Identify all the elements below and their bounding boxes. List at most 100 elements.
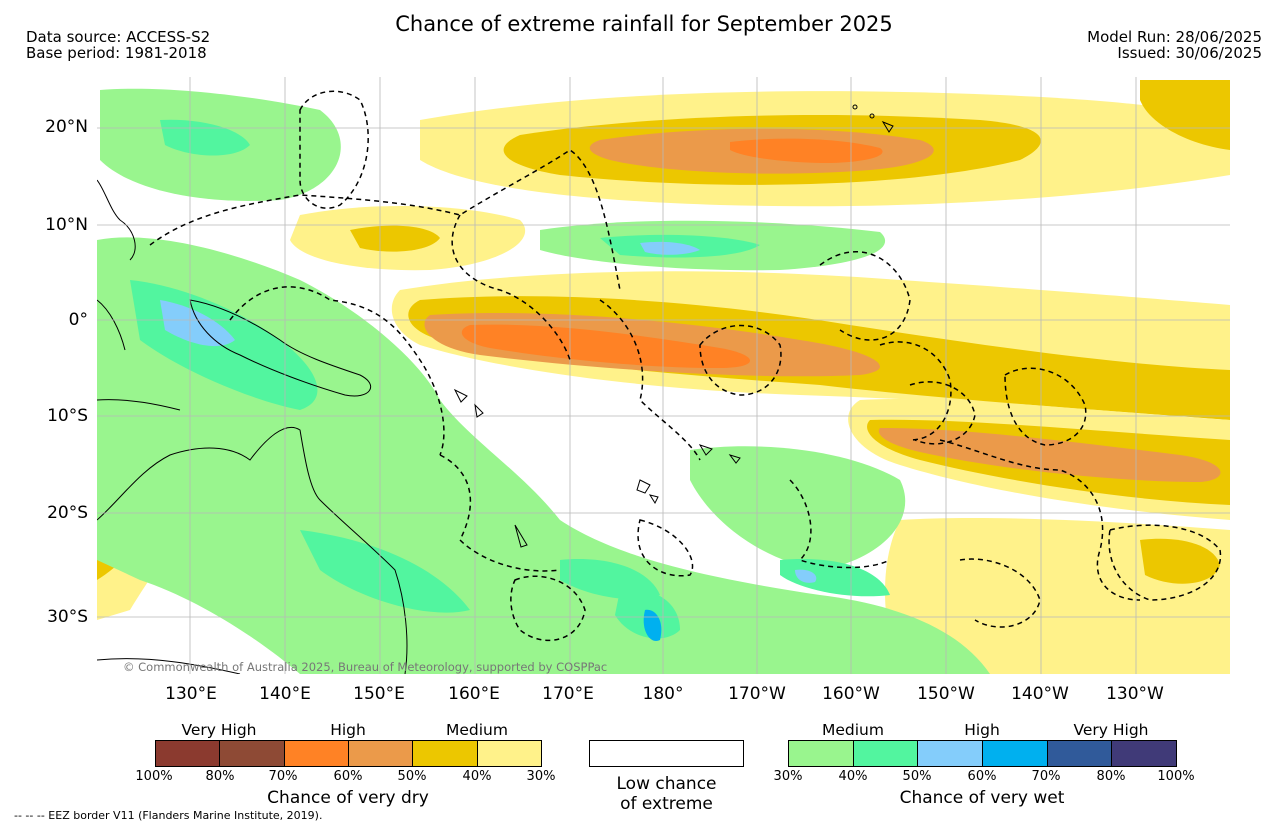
map-title: Chance of extreme rainfall for September… [395, 12, 893, 36]
wet-region [780, 559, 890, 597]
wet-region [690, 446, 906, 570]
eez-border [1108, 524, 1222, 601]
dry-swatch-1 [219, 740, 285, 767]
dry-medium-label: Medium [446, 721, 508, 739]
wet-swatch-3 [982, 740, 1048, 767]
lon-label-180: 180° [642, 684, 684, 704]
lon-label-150w: 150°W [917, 684, 975, 704]
wet-swatch-4 [1046, 740, 1113, 767]
eez-border [699, 324, 782, 396]
dry-region [1140, 80, 1230, 150]
wet-tick: 60% [967, 769, 997, 784]
wet-tick: 50% [902, 769, 932, 784]
lon-label-160w: 160°W [822, 684, 880, 704]
lon-label-150e: 150°E [353, 684, 405, 704]
wet-region [640, 241, 700, 255]
wet-tick: 30% [773, 769, 803, 784]
low-chance-caption-line2: of extreme [620, 794, 713, 814]
dry-region [878, 428, 1221, 482]
dry-tick: 100% [135, 769, 173, 784]
lon-label-170w: 170°W [728, 684, 786, 704]
dry-caption: Chance of very dry [267, 788, 429, 808]
dry-swatch-5 [476, 740, 542, 767]
issued-label: Issued: 30/06/2025 [1117, 44, 1262, 62]
wet-region [560, 559, 660, 600]
dry-tick: 70% [268, 769, 298, 784]
coastline [97, 179, 181, 411]
dry-region [350, 225, 440, 252]
wet-region [300, 530, 470, 613]
dry-region [730, 138, 883, 163]
wet-tick: 100% [1157, 769, 1195, 784]
lon-label-160e: 160°E [448, 684, 500, 704]
lat-label-30s: 30°S [47, 607, 88, 627]
eez-source-note: -- -- -- EEZ border V11 (Flanders Marine… [14, 809, 323, 822]
eez-border [789, 479, 891, 569]
dry-swatch-0 [155, 740, 221, 767]
coastline [97, 426, 408, 674]
graticule [97, 77, 1230, 674]
wet-swatch-0 [788, 740, 854, 767]
dry-tick: 30% [526, 769, 556, 784]
eez-border [439, 454, 561, 572]
islands [453, 104, 894, 548]
lon-label-140e: 140°E [259, 684, 311, 704]
eez-border [1004, 367, 1087, 446]
model-run-label: Model Run: 28/06/2025 [1087, 28, 1262, 46]
dry-region [1140, 538, 1220, 584]
copyright-notice: © Commonwealth of Australia 2025, Bureau… [123, 660, 608, 674]
dry-swatch-3 [348, 740, 414, 767]
lon-label-170e: 170°E [542, 684, 594, 704]
dry-tick: 40% [462, 769, 492, 784]
dry-tick: 80% [205, 769, 235, 784]
low-chance-caption-line1: Low chance [616, 774, 717, 794]
eez-border [599, 299, 701, 461]
wet-tick: 70% [1031, 769, 1061, 784]
lat-label-10s: 10°S [47, 406, 88, 426]
dry-tick: 50% [397, 769, 427, 784]
wet-caption: Chance of very wet [899, 788, 1065, 808]
wet-region [160, 300, 235, 347]
eez-border [149, 149, 621, 291]
rainfall-fields [97, 80, 1230, 674]
eez-border [451, 214, 571, 361]
eez-border [229, 286, 445, 456]
lat-label-0: 0° [68, 310, 88, 330]
dry-swatch-2 [283, 740, 349, 767]
dry-region [461, 324, 750, 368]
wet-swatch-1 [852, 740, 919, 767]
lat-label-20s: 20°S [47, 503, 88, 523]
low-chance-swatch [589, 740, 744, 767]
base-period-label: Base period: 1981-2018 [26, 44, 207, 62]
lat-label-20n: 20°N [45, 117, 88, 137]
lat-label-10n: 10°N [45, 215, 88, 235]
wet-very-high-label: Very High [1073, 721, 1149, 739]
wet-region [160, 119, 250, 156]
lon-label-130e: 130°E [165, 684, 217, 704]
lon-label-140w: 140°W [1011, 684, 1069, 704]
eez-border [510, 575, 586, 641]
wet-tick: 40% [838, 769, 868, 784]
eez-borders [149, 90, 1222, 641]
dry-tick: 60% [333, 769, 363, 784]
eez-border [819, 251, 911, 341]
eez-border [939, 439, 1141, 601]
coastline [189, 299, 372, 397]
wet-region [795, 569, 817, 583]
eez-border [879, 341, 952, 441]
eez-border [909, 381, 976, 445]
wet-tick: 80% [1096, 769, 1126, 784]
wet-high-label: High [964, 721, 1000, 739]
eez-border [637, 519, 694, 577]
dry-very-high-label: Very High [181, 721, 257, 739]
dry-high-label: High [330, 721, 366, 739]
wet-swatch-5 [1111, 740, 1177, 767]
wet-swatch-2 [917, 740, 983, 767]
wet-region [643, 609, 662, 641]
wet-medium-label: Medium [822, 721, 884, 739]
dry-swatch-4 [412, 740, 478, 767]
eez-border [299, 90, 369, 209]
coastline [97, 658, 241, 674]
rainfall-map [97, 77, 1230, 674]
eez-border [959, 558, 1041, 628]
